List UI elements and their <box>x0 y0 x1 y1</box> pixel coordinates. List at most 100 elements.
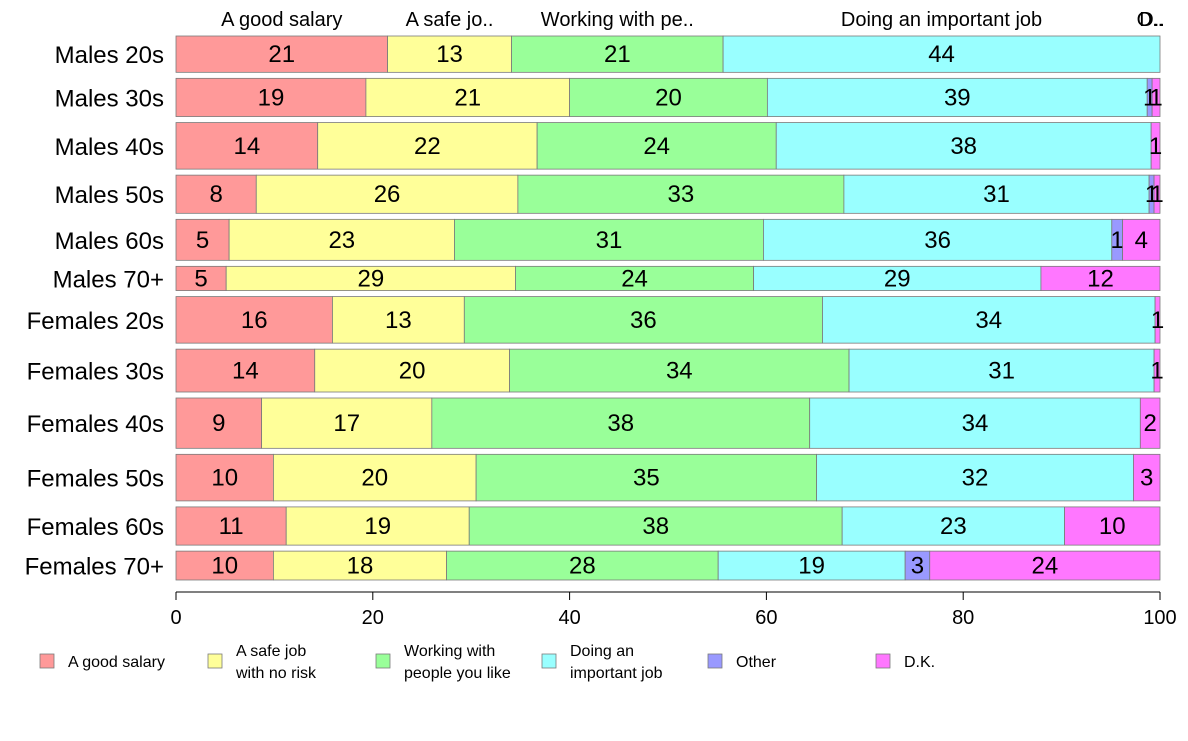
data-label: 1 <box>1150 181 1163 208</box>
data-label: 5 <box>196 227 209 254</box>
legend-label: Other <box>736 654 777 671</box>
category-label: Females 50s <box>27 466 164 493</box>
data-label: 11 <box>219 513 244 540</box>
bar-males-30s-s2 <box>569 77 768 117</box>
bar-males-40s-s3 <box>775 122 1152 170</box>
bar-males-20s-s3 <box>722 35 1161 73</box>
bar-females-60s-s0 <box>175 506 287 546</box>
bar-females-50s-s1 <box>273 453 477 502</box>
bar-males-20s-s1 <box>387 35 512 73</box>
data-label: 1 <box>1111 227 1124 254</box>
data-label: 2 <box>1143 410 1156 437</box>
x-tick-label: 100 <box>1143 607 1176 629</box>
category-label: Females 70+ <box>25 554 164 581</box>
bar-males-50s-s5 <box>1153 174 1161 214</box>
data-label: 38 <box>607 410 634 437</box>
data-label: 24 <box>621 265 648 292</box>
data-label: 24 <box>1032 553 1059 580</box>
series-top-label: Working with pe.. <box>541 9 694 31</box>
series-top-label: Doing an important job <box>841 9 1042 31</box>
data-label: 36 <box>924 227 951 254</box>
data-label: 35 <box>633 465 660 492</box>
bar-males-30s-s1 <box>365 77 570 117</box>
data-label: 34 <box>962 410 989 437</box>
x-tick-label: 0 <box>170 607 181 629</box>
bar-females-50s-s2 <box>475 453 817 502</box>
data-label: 14 <box>233 133 260 160</box>
legend-label: D.K. <box>904 654 935 671</box>
bar-females-20s-s0 <box>175 296 333 344</box>
bar-males-40s-s5 <box>1150 122 1161 170</box>
bar-females-60s-s3 <box>841 506 1065 546</box>
data-label: 1 <box>1149 133 1162 160</box>
bar-females-60s-s1 <box>285 506 470 546</box>
category-label: Females 30s <box>27 359 164 386</box>
data-label: 23 <box>328 227 355 254</box>
legend-swatch <box>375 653 391 669</box>
data-label: 21 <box>268 41 295 68</box>
series-top-label: D.. <box>1139 9 1165 31</box>
legend-swatch <box>207 653 223 669</box>
bar-females-30s-s2 <box>509 348 850 393</box>
bar-females-70--s4 <box>904 550 931 581</box>
bar-males-50s-s0 <box>175 174 257 214</box>
bar-males-70--s5 <box>1040 265 1161 291</box>
legend-swatch <box>39 653 55 669</box>
data-label: 1 <box>1150 358 1163 385</box>
category-label: Males 50s <box>55 182 164 209</box>
data-label: 19 <box>798 553 825 580</box>
bar-males-30s-s5 <box>1151 77 1161 117</box>
data-label: 19 <box>364 513 391 540</box>
data-label: 22 <box>414 133 441 160</box>
data-label: 36 <box>630 307 657 334</box>
category-label: Males 60s <box>55 228 164 255</box>
data-label: 38 <box>642 513 669 540</box>
data-label: 3 <box>911 553 924 580</box>
bar-males-40s-s2 <box>536 122 777 170</box>
legend-swatch <box>875 653 891 669</box>
x-tick-label: 20 <box>362 607 384 629</box>
legend-label: A good salary <box>68 654 165 671</box>
data-label: 39 <box>944 84 971 111</box>
bar-males-60s-s5 <box>1122 218 1161 261</box>
series-top-label: A safe jo.. <box>406 9 494 31</box>
data-label: 13 <box>436 41 463 68</box>
legend-label: Doing an <box>570 643 634 660</box>
bar-females-50s-s3 <box>816 453 1134 502</box>
data-label: 20 <box>399 358 426 385</box>
bar-females-30s-s1 <box>314 348 510 393</box>
data-label: 28 <box>569 553 596 580</box>
x-tick-label: 40 <box>558 607 580 629</box>
bar-females-70--s5 <box>929 550 1161 581</box>
legend: A good salary A safe job with no risk Worki… <box>39 643 935 682</box>
legend-label: Working with <box>404 643 495 660</box>
data-label: 9 <box>212 410 225 437</box>
data-label: 20 <box>361 465 388 492</box>
bar-females-50s-s0 <box>175 453 274 502</box>
bar-males-60s-s3 <box>763 218 1113 261</box>
data-label: 16 <box>241 307 268 334</box>
data-label: 18 <box>347 553 374 580</box>
bar-males-30s-s3 <box>766 77 1148 117</box>
bar-males-70--s2 <box>515 265 755 291</box>
category-label: Males 40s <box>55 134 164 161</box>
bar-males-70--s1 <box>225 265 516 291</box>
data-label: 3 <box>1140 465 1153 492</box>
bar-females-40s-s5 <box>1139 397 1161 449</box>
data-label: 24 <box>643 133 670 160</box>
x-tick-label: 60 <box>755 607 777 629</box>
bar-females-20s-s3 <box>822 296 1156 344</box>
data-label: 17 <box>333 410 360 437</box>
data-label: 10 <box>211 465 238 492</box>
data-label: 33 <box>668 181 695 208</box>
data-label: 20 <box>655 84 682 111</box>
bar-males-40s-s1 <box>317 122 538 170</box>
category-label: Males 30s <box>55 85 164 112</box>
bar-females-60s-s2 <box>468 506 843 546</box>
category-label: Females 60s <box>27 514 164 541</box>
data-label: 31 <box>983 181 1010 208</box>
data-label: 10 <box>1099 513 1126 540</box>
